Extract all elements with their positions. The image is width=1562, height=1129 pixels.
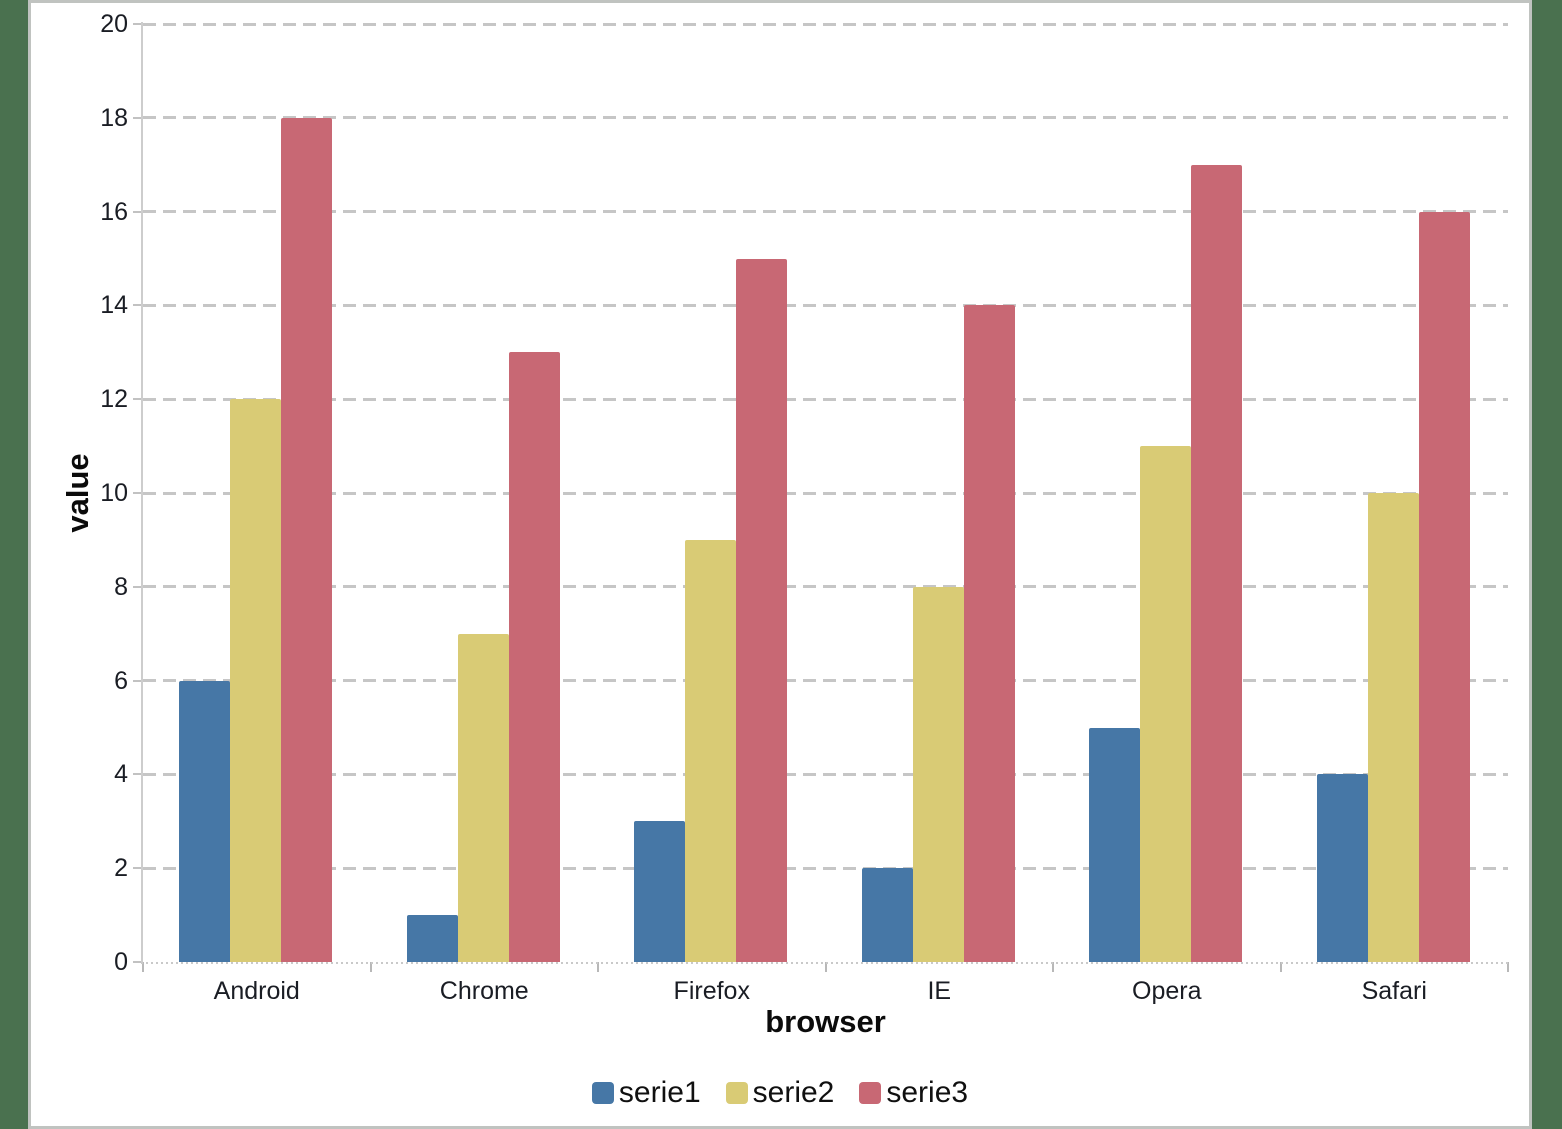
legend-label-serie1: serie1 (618, 1076, 701, 1109)
y-tick-label: 2 (114, 854, 128, 883)
y-tick-mark (133, 23, 141, 25)
gridline (143, 210, 1508, 214)
legend-item-serie3: serie3 (859, 1076, 968, 1110)
y-tick-label: 14 (100, 291, 128, 320)
bar-serie1-chrome (406, 915, 458, 962)
category-label-android: Android (213, 977, 300, 1005)
legend: serie1 serie2 serie3 (28, 1076, 1532, 1110)
gridline (143, 491, 1508, 495)
bar-serie1-ie (861, 868, 913, 962)
x-tick-mark (597, 962, 599, 972)
category-label-chrome: Chrome (439, 977, 529, 1005)
bar-serie3-chrome (508, 352, 560, 962)
category-label-opera: Opera (1132, 977, 1202, 1005)
y-tick-mark (133, 867, 141, 870)
bar-serie3-firefox (736, 258, 787, 962)
category-label-firefox: Firefox (673, 977, 750, 1005)
gridline (143, 679, 1508, 683)
y-tick-mark (133, 679, 141, 682)
y-tick-label: 8 (114, 572, 128, 601)
y-tick-mark (133, 585, 141, 588)
gridline (143, 116, 1508, 120)
category-label-ie: IE (927, 977, 952, 1005)
x-axis-line (141, 962, 1510, 964)
x-tick-mark (1279, 962, 1282, 972)
legend-swatch-serie1 (591, 1082, 614, 1104)
bar-serie3-opera (1191, 164, 1242, 962)
x-tick-mark (1052, 962, 1054, 972)
y-tick-label: 20 (100, 10, 128, 38)
legend-item-serie1: serie1 (591, 1076, 701, 1110)
y-tick-label: 10 (100, 479, 128, 507)
gridline (143, 772, 1508, 776)
y-axis-line (141, 22, 143, 962)
legend-item-serie2: serie2 (725, 1076, 835, 1110)
legend-swatch-serie2 (725, 1082, 748, 1104)
bar-serie1-firefox (634, 821, 685, 962)
gridline (143, 866, 1508, 870)
gridline (143, 585, 1508, 589)
bar-serie3-android (281, 117, 332, 962)
x-tick-mark (824, 962, 827, 972)
gridline (143, 22, 1508, 26)
chart-panel: value browser serie1 serie2 serie3 0 2 4 6 8 10… (28, 0, 1532, 1129)
bar-serie2-android (230, 399, 281, 962)
bar-serie2-firefox (685, 539, 736, 962)
y-tick-mark (133, 398, 141, 401)
x-tick-mark (1507, 962, 1509, 972)
y-tick-mark (133, 116, 141, 119)
y-tick-label: 12 (100, 385, 128, 414)
category-label-safari: Safari (1361, 977, 1427, 1005)
legend-swatch-serie3 (859, 1082, 882, 1104)
y-tick-mark (133, 961, 141, 963)
bar-serie1-opera (1089, 727, 1140, 962)
x-tick-mark (369, 962, 372, 972)
y-tick-label: 18 (100, 103, 128, 132)
bar-serie1-android (179, 680, 230, 962)
y-tick-label: 0 (114, 948, 128, 976)
x-tick-mark (142, 962, 144, 972)
y-tick-mark (133, 773, 141, 776)
x-axis-title: browser (765, 1004, 886, 1039)
bar-serie2-opera (1140, 446, 1191, 962)
y-tick-label: 4 (114, 760, 128, 789)
legend-label-serie3: serie3 (886, 1076, 969, 1109)
y-tick-mark (133, 492, 141, 494)
bar-serie3-ie (963, 305, 1015, 962)
gridline (143, 303, 1508, 307)
y-tick-mark (133, 304, 141, 307)
bar-serie1-safari (1316, 774, 1368, 962)
y-tick-label: 16 (100, 197, 128, 226)
bar-serie2-chrome (457, 633, 509, 962)
bar-serie2-ie (912, 586, 964, 962)
gridline (143, 397, 1508, 401)
bar-serie3-safari (1418, 211, 1470, 962)
y-tick-mark (133, 210, 141, 213)
bar-serie2-safari (1367, 493, 1419, 962)
legend-label-serie2: serie2 (752, 1076, 835, 1109)
y-tick-label: 6 (114, 666, 128, 695)
